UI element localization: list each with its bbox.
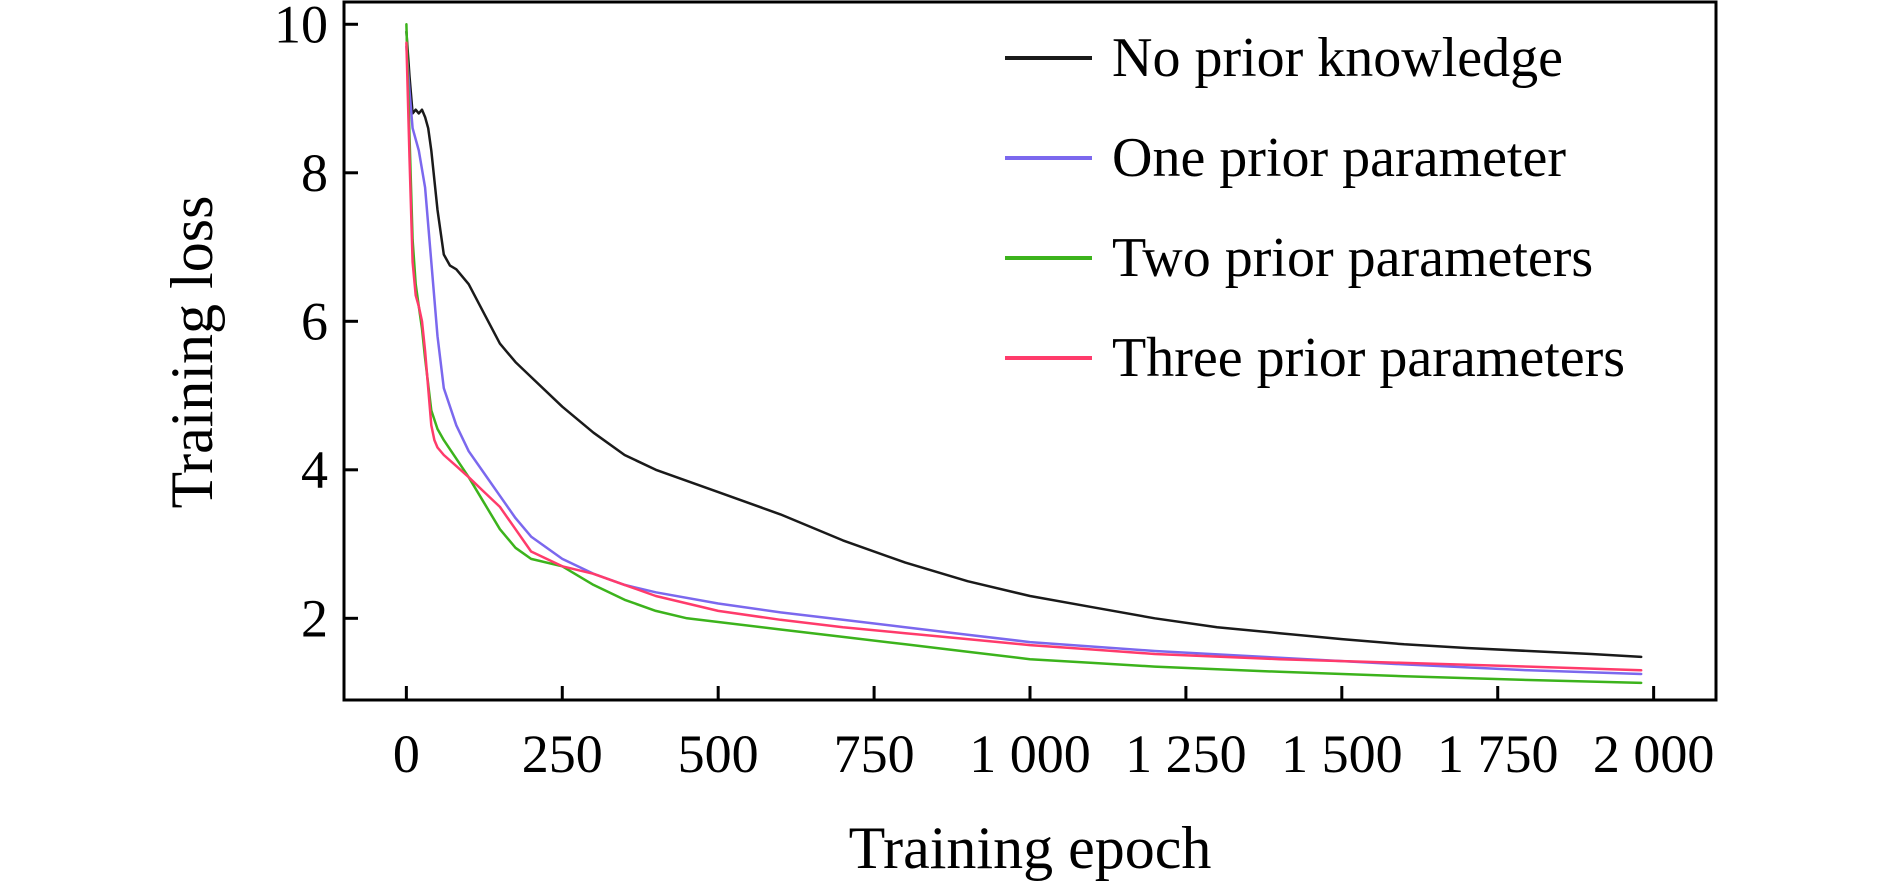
y-tick-label: 8 <box>301 143 328 203</box>
x-axis-title: Training epoch <box>849 815 1212 881</box>
legend-label: One prior parameter <box>1112 127 1566 189</box>
x-axis: 0 250 500 750 1 000 1 250 1 500 1 750 2 000 <box>393 686 1715 784</box>
y-tick-label: 2 <box>301 588 328 648</box>
series-line-no-prior-knowledge <box>405 30 1643 659</box>
series-lines <box>405 23 1643 685</box>
x-tick-label: 0 <box>393 724 420 784</box>
legend-label: Two prior parameters <box>1112 227 1593 289</box>
series-line-three-prior-parameters <box>405 41 1643 672</box>
y-axis-title: Training loss <box>159 196 225 509</box>
x-tick-label: 1 250 <box>1125 724 1247 784</box>
series-line-one-prior-parameter <box>405 45 1643 676</box>
y-tick-label: 10 <box>274 0 328 54</box>
x-tick-label: 250 <box>522 724 603 784</box>
legend: No prior knowledge One prior parameter Two… <box>1005 27 1625 389</box>
x-tick-label: 1 500 <box>1281 724 1403 784</box>
x-tick-label: 1 750 <box>1437 724 1559 784</box>
x-tick-label: 750 <box>834 724 915 784</box>
x-tick-label: 500 <box>678 724 759 784</box>
x-tick-label: 2 000 <box>1593 724 1715 784</box>
legend-label: Three prior parameters <box>1112 327 1625 389</box>
legend-label: No prior knowledge <box>1112 27 1563 89</box>
y-tick-label: 6 <box>301 291 328 351</box>
y-tick-label: 4 <box>301 440 328 500</box>
x-tick-label: 1 000 <box>969 724 1091 784</box>
y-axis: 2 4 6 8 10 <box>274 0 358 648</box>
